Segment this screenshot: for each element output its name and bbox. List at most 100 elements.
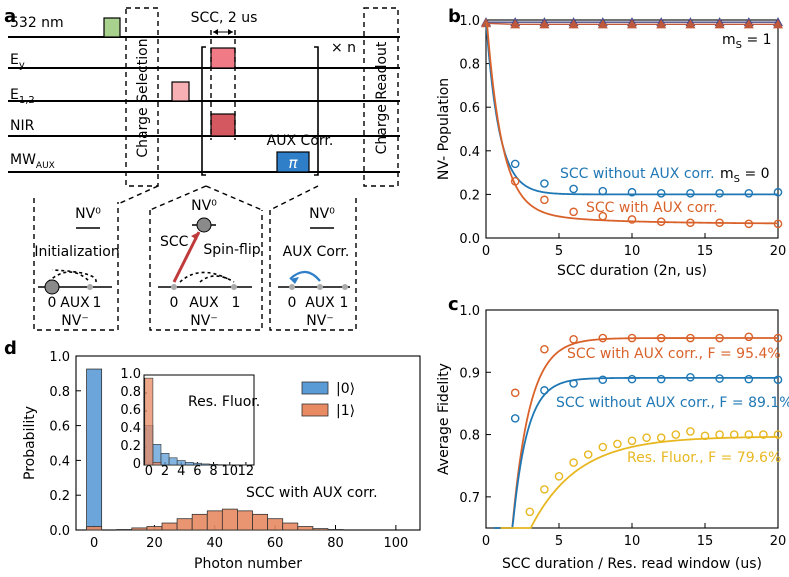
panel-a: a 532 nm Ey E1,2 NIR MWAUX Charge Select… (4, 6, 400, 331)
row-label-e12: E1,2 (10, 87, 35, 106)
data-point (525, 507, 535, 517)
repeat-bracket-right (314, 46, 319, 176)
data-point (656, 433, 666, 442)
x-tick-label: 20 (770, 244, 787, 259)
inset-frames (33, 198, 357, 331)
svg-text:0: 0 (170, 295, 179, 311)
data-point (598, 333, 608, 343)
inset-histogram-bar (152, 443, 162, 466)
triangle-point (627, 19, 637, 29)
data-point (715, 189, 724, 198)
data-point (744, 189, 754, 198)
y-tick-label: 0.0 (49, 524, 70, 539)
x-tick-label: 40 (207, 536, 224, 551)
data-point (744, 219, 754, 229)
pulse-532 (103, 17, 121, 38)
data-point (540, 179, 549, 188)
data-point (598, 186, 608, 196)
data-point (686, 427, 695, 436)
y-tick-label: 0.6 (120, 403, 141, 418)
inset1-title: Initialization (34, 244, 119, 260)
triangle-point (743, 19, 754, 29)
inset-histogram-bar (152, 461, 162, 466)
svg-text:1: 1 (93, 295, 102, 311)
data-point (540, 386, 549, 395)
scc-arrowheads (213, 29, 233, 35)
x-tick-label: 6 (193, 464, 201, 479)
svg-text:NV⁻: NV⁻ (306, 313, 333, 329)
panel-d-legend: |0⟩ |1⟩ (301, 381, 355, 419)
inset3-nv0: NV⁰ (309, 206, 335, 222)
panel-d-xlabel: Photon number (194, 556, 302, 572)
panel-label-a: a (4, 6, 16, 27)
inset2-title: Spin-flip (203, 242, 260, 258)
data-point (686, 333, 695, 343)
data-point (744, 430, 754, 439)
inset-aux-corr: NV⁰ AUX Corr. 0 AUX 1 NV⁻ (278, 206, 350, 329)
panel-label-b: b (448, 6, 461, 27)
svg-text:0: 0 (48, 295, 57, 311)
annotation-without-aux: SCC without AUX corr. (560, 166, 715, 182)
x-tick-label: 10 (221, 464, 238, 479)
data-point (569, 184, 578, 194)
data-point (759, 430, 768, 439)
charge-readout-label: Charge Readout (374, 41, 390, 154)
data-point (583, 450, 593, 459)
y-tick-label: 0.7 (459, 491, 480, 506)
data-point (569, 379, 578, 388)
data-point (715, 218, 724, 228)
data-point (686, 218, 695, 228)
inset-initialization: NV⁰ Initialization 0 AUX 1 NV⁻ (34, 206, 119, 329)
x-tick-label: 20 (770, 534, 787, 549)
histogram-bar (176, 518, 193, 531)
panel-b-xlabel: SCC duration (2n, us) (557, 263, 707, 279)
panel-d-inset-frame (143, 374, 255, 466)
x-tick-label: 5 (555, 244, 563, 259)
legend-swatch-0 (301, 381, 329, 395)
data-point (554, 472, 564, 481)
y-tick-label: 1.0 (459, 14, 480, 29)
svg-text:AUX: AUX (189, 295, 219, 311)
aux-corr-label: AUX Corr. (267, 133, 334, 149)
panel-d-marks (86, 368, 344, 531)
inset2-nv0: NV⁰ (191, 198, 217, 214)
y-tick-label: 0.0 (459, 232, 480, 247)
panel-label-d: d (4, 338, 17, 359)
data-point (627, 333, 637, 343)
y-tick-label: 1.0 (459, 304, 480, 319)
annotation-with-aux: SCC with AUX corr. (586, 200, 718, 216)
legend-label-1: |1⟩ (336, 403, 355, 419)
panel-d-ylabel: Probability (22, 406, 38, 480)
histogram-bar (206, 510, 223, 531)
histogram-bar (327, 529, 344, 531)
data-point (715, 374, 724, 383)
inset1-nv0: NV⁰ (75, 206, 101, 222)
triangle-point (714, 19, 725, 29)
x-tick-label: 0 (145, 464, 153, 479)
row-label-532: 532 nm (10, 15, 64, 31)
panel-b-marks (481, 17, 783, 229)
legend-c-res-fluor: Res. Fluor., F = 79.6% (627, 450, 781, 466)
histogram-bar (116, 529, 133, 531)
triangle-point (597, 19, 608, 29)
fit-curve (485, 22, 778, 196)
histogram-bar (86, 526, 103, 531)
panel-b-ticks: 0 5 10 15 20 0.0 0.2 0.4 0.6 0.8 1.0 (459, 14, 786, 259)
x-tick-label: 15 (697, 244, 714, 259)
histogram-bar (191, 513, 208, 531)
y-tick-label: 0.8 (459, 58, 480, 73)
histogram-bar (312, 528, 329, 531)
y-tick-label: 0.6 (49, 420, 70, 435)
histogram-bar (131, 527, 148, 531)
data-point (715, 430, 724, 439)
data-point (656, 217, 666, 226)
data-point (613, 439, 622, 449)
data-point (510, 159, 520, 169)
data-point (671, 430, 681, 439)
y-tick-label: 1.0 (120, 367, 141, 382)
x-tick-label: 15 (697, 534, 714, 549)
histogram-bar (146, 526, 163, 531)
y-tick-label: 0.8 (120, 385, 141, 400)
